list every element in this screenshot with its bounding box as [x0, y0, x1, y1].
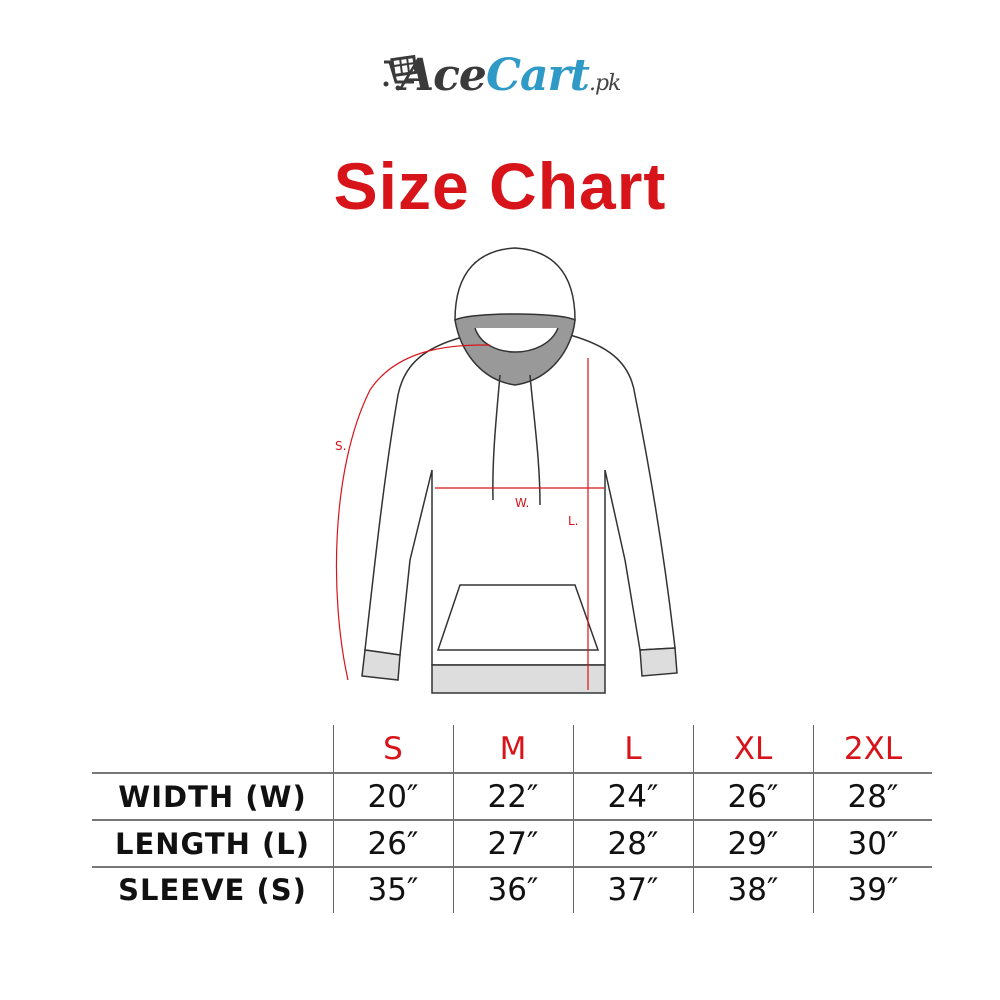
width-label: W.: [515, 496, 529, 510]
table-cell: 28″: [607, 826, 659, 862]
logo-pk: .pk: [588, 71, 621, 96]
table-cell: 28″: [847, 779, 899, 815]
logo-ace: Ace: [400, 50, 487, 101]
table-cell: 24″: [607, 779, 659, 815]
measurement-lines: [335, 344, 605, 690]
row-label-width: WIDTH (W): [118, 780, 307, 814]
table-cell: 36″: [487, 872, 539, 908]
table-cell: 29″: [727, 826, 779, 862]
table-cell: 30″: [847, 826, 899, 862]
table-cell: 27″: [487, 826, 539, 862]
size-header-xl: XL: [733, 731, 773, 767]
size-header-s: S: [383, 731, 403, 767]
row-label-length: LENGTH (L): [115, 827, 310, 861]
size-header-l: L: [624, 731, 642, 767]
size-header-2xl: 2XL: [843, 731, 903, 767]
table-cell: 26″: [367, 826, 419, 862]
length-label: L.: [568, 514, 579, 528]
row-divider: [92, 819, 932, 821]
table-cell: 22″: [487, 779, 539, 815]
table-cell: 39″: [847, 872, 899, 908]
shopping-cart-icon: [383, 54, 418, 91]
table-cell: 35″: [367, 872, 419, 908]
table-cell: 38″: [727, 872, 779, 908]
size-header-m: M: [499, 731, 527, 767]
logo-cart: Cart: [485, 50, 590, 101]
row-divider: [92, 866, 932, 868]
row-label-sleeve: SLEEVE (S): [118, 873, 307, 907]
page-title: Size Chart: [333, 149, 667, 223]
logo-text: AceCart.pk: [400, 50, 621, 101]
acecart-logo: AceCart.pk: [380, 48, 680, 118]
row-divider: [92, 772, 932, 774]
table-cell: 37″: [607, 872, 659, 908]
table-cell: 26″: [727, 779, 779, 815]
table-cell: 20″: [367, 779, 419, 815]
hoodie-diagram: S. W. L.: [335, 247, 678, 694]
sleeve-label: S.: [335, 439, 346, 453]
